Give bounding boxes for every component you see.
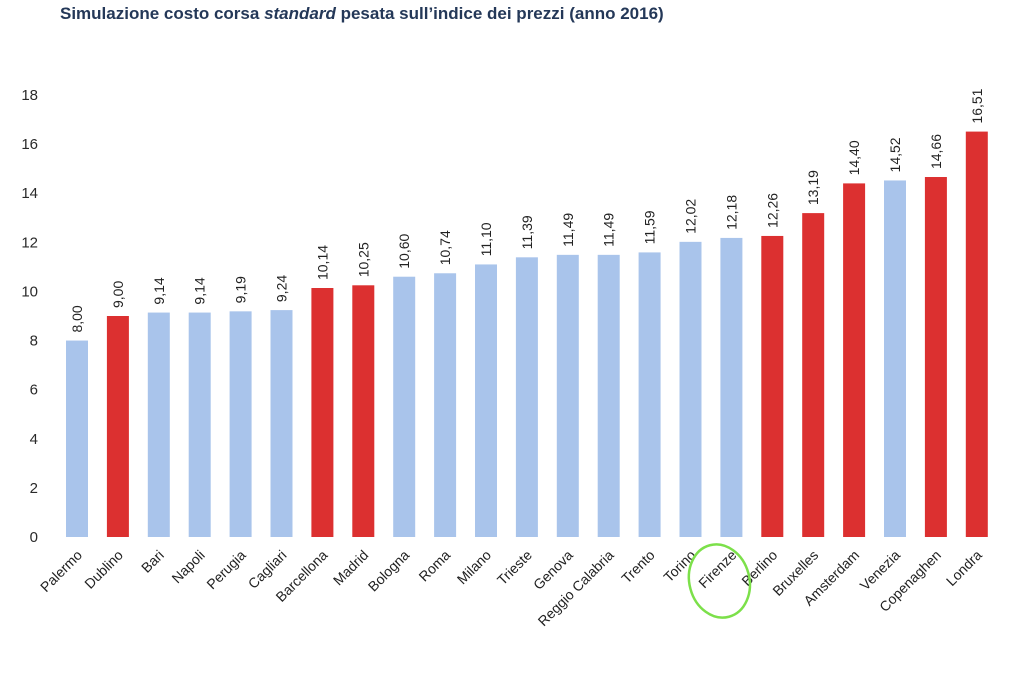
bar <box>843 183 866 537</box>
bar <box>515 257 538 537</box>
bar <box>884 180 906 537</box>
data-label: 9,24 <box>274 275 290 302</box>
category-label: Roma <box>415 547 453 585</box>
data-label: 11,49 <box>560 213 576 247</box>
y-axis: 0 2 4 6 8 10 12 14 16 18 <box>21 87 38 546</box>
data-label: 9,14 <box>192 277 208 304</box>
data-label: 12,18 <box>723 195 739 230</box>
bar <box>311 288 334 537</box>
y-tick-label: 4 <box>30 431 38 448</box>
y-tick-label: 8 <box>30 333 38 350</box>
data-label: 9,00 <box>110 281 126 308</box>
bar <box>66 340 88 537</box>
category-label: Firenze <box>695 547 739 591</box>
data-label: 12,02 <box>683 199 699 234</box>
y-tick-label: 10 <box>21 283 38 300</box>
data-label: 11,10 <box>478 222 494 256</box>
chart-title: Simulazione costo corsa standard pesata … <box>60 4 664 24</box>
data-label: 11,49 <box>601 213 617 247</box>
data-label: 16,51 <box>969 88 985 123</box>
data-label: 11,59 <box>642 210 658 244</box>
bar <box>229 311 252 537</box>
bar <box>475 264 497 537</box>
category-label: Bari <box>138 547 167 576</box>
title-emphasis: standard <box>264 4 336 23</box>
bar <box>556 254 579 537</box>
data-label: 14,52 <box>887 137 903 172</box>
y-tick-label: 2 <box>30 480 38 497</box>
highlight-circle <box>687 543 752 619</box>
y-tick-label: 14 <box>21 185 38 202</box>
data-label: 10,25 <box>355 242 371 277</box>
bar <box>720 237 743 537</box>
bar <box>679 241 702 537</box>
title-suffix: pesata sull’indice dei prezzi (anno 2016… <box>335 4 664 23</box>
data-label: 14,40 <box>846 140 862 175</box>
bar <box>761 235 784 537</box>
y-tick-label: 16 <box>21 136 38 153</box>
y-tick-label: 12 <box>21 234 38 251</box>
bar <box>638 252 661 537</box>
y-tick-label: 6 <box>30 382 38 399</box>
data-label: 10,60 <box>396 233 412 268</box>
y-tick-label: 0 <box>30 529 38 546</box>
data-label: 10,14 <box>314 245 330 280</box>
data-label: 9,14 <box>151 277 167 304</box>
bar <box>352 285 375 537</box>
bar <box>965 131 988 538</box>
annotations <box>687 543 752 619</box>
data-labels: 8,00 9,00 9,14 9,14 9,19 9,24 10,14 10,25 10,60 1… <box>69 88 985 332</box>
data-label: 12,26 <box>764 193 780 228</box>
bar <box>106 316 129 537</box>
bar <box>434 273 457 537</box>
category-label: Londra <box>943 547 985 589</box>
data-label: 14,66 <box>928 134 944 169</box>
bar <box>393 276 416 537</box>
category-label: Bologna <box>365 547 413 595</box>
category-label: Trento <box>618 547 658 587</box>
category-label: Torino <box>660 547 698 585</box>
data-label: 11,39 <box>519 215 535 249</box>
bar <box>270 310 293 537</box>
data-label: 10,74 <box>437 230 453 265</box>
data-label: 8,00 <box>69 305 85 332</box>
data-label: 13,19 <box>805 170 821 205</box>
bar <box>802 213 825 537</box>
bar <box>147 312 170 537</box>
title-prefix: Simulazione costo corsa <box>60 4 265 23</box>
category-label: Palermo <box>37 547 85 595</box>
y-tick-label: 18 <box>21 87 38 104</box>
bar <box>188 312 211 537</box>
category-label: Milano <box>454 547 495 588</box>
category-label: Perugia <box>203 547 249 593</box>
category-label: Reggio Calabria <box>535 547 617 629</box>
data-label: 9,19 <box>233 276 249 303</box>
category-label: Napoli <box>168 547 207 586</box>
category-label: Dublino <box>81 547 126 592</box>
bar <box>924 177 947 537</box>
bar <box>597 254 620 537</box>
bars <box>66 131 988 538</box>
